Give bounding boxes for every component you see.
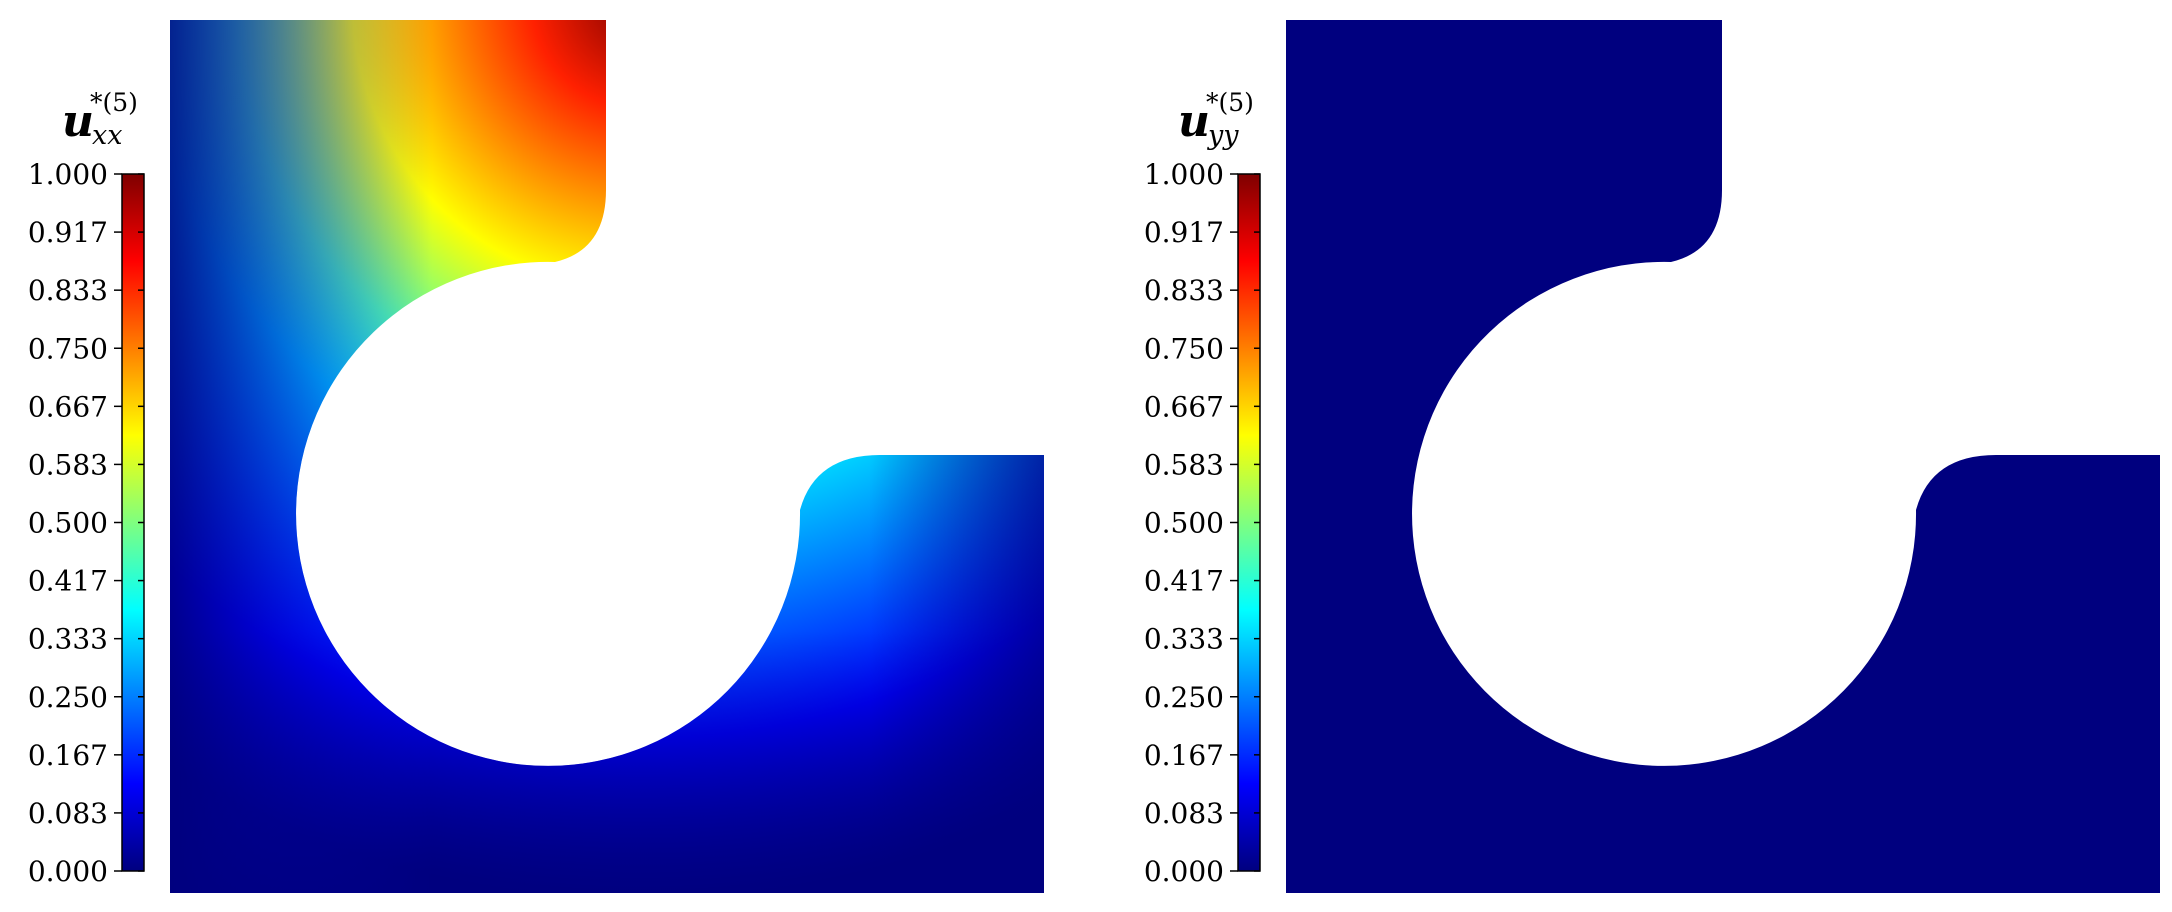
colorbar-ticks-left: 1.000 0.917 0.833 0.750 0.667 0.583 0.500 0.417… [28,158,144,888]
colorbar-tick-label: 1.000 [1144,158,1224,191]
colorbar-superscript: *(5) [90,88,138,117]
colorbar-tick-label: 0.667 [1144,390,1224,423]
colorbar-tick-label: 0.250 [1144,681,1224,714]
colorbar-subscript: yy [1208,120,1239,151]
panel-right: u yy *(5) 1.000 0.917 0.833 0.750 0.667 0.583… [1086,0,2172,912]
colorbar-symbol: u [62,96,94,147]
colorbar-tick-label: 0.750 [1144,332,1224,365]
figure-left: 1.000 0.917 0.833 0.750 0.667 0.583 0.500 0.417… [28,20,1044,893]
colorbar-tick-label: 0.583 [28,448,108,481]
colorbar-tick-label: 0.000 [28,855,108,888]
colorbar-tick-label: 0.917 [1144,216,1224,249]
colorbar-tick-label: 0.417 [1144,565,1224,598]
colorbar-tick-label: 0.083 [1144,797,1224,830]
colorbar-tick-label: 0.500 [1144,507,1224,540]
colorbar-tick-label: 0.833 [28,274,108,307]
colorbar-tick-label: 0.083 [28,797,108,830]
colorbar-tick-label: 0.667 [28,390,108,423]
colorbar-tick-label: 0.833 [1144,274,1224,307]
colorbar-tick-label: 0.417 [28,565,108,598]
colorbar-title-left: u xx *(5) [62,90,138,149]
colorbar-tick-label: 0.917 [28,216,108,249]
colorbar-tick-label: 0.250 [28,681,108,714]
colorbar-tick-label: 0.000 [1144,855,1224,888]
colorbar-tick-label: 1.000 [28,158,108,191]
panel-left: u xx *(5) [28,20,1044,893]
colorbar-tick-label: 0.750 [28,332,108,365]
colorbar-tick-label: 0.167 [28,739,108,772]
field-domain-right [1286,20,2160,893]
colorbar-tick-label: 0.333 [28,623,108,656]
colorbar-symbol: u [1178,96,1210,147]
colorbar-subscript: xx [92,120,123,151]
colorbar-ticks-right: 1.000 0.917 0.833 0.750 0.667 0.583 0.500 0.417… [1144,158,1260,888]
colorbar-title-right: u yy *(5) [1178,90,1254,149]
colorbar-tick-label: 0.167 [1144,739,1224,772]
colorbar-tick-label: 0.500 [28,507,108,540]
figure-right: 1.000 0.917 0.833 0.750 0.667 0.583 0.500 0.417… [1144,20,2160,893]
colorbar-tick-label: 0.583 [1144,448,1224,481]
colorbar-superscript: *(5) [1206,88,1254,117]
colorbar-tick-label: 0.333 [1144,623,1224,656]
field-domain-left [170,20,1044,893]
